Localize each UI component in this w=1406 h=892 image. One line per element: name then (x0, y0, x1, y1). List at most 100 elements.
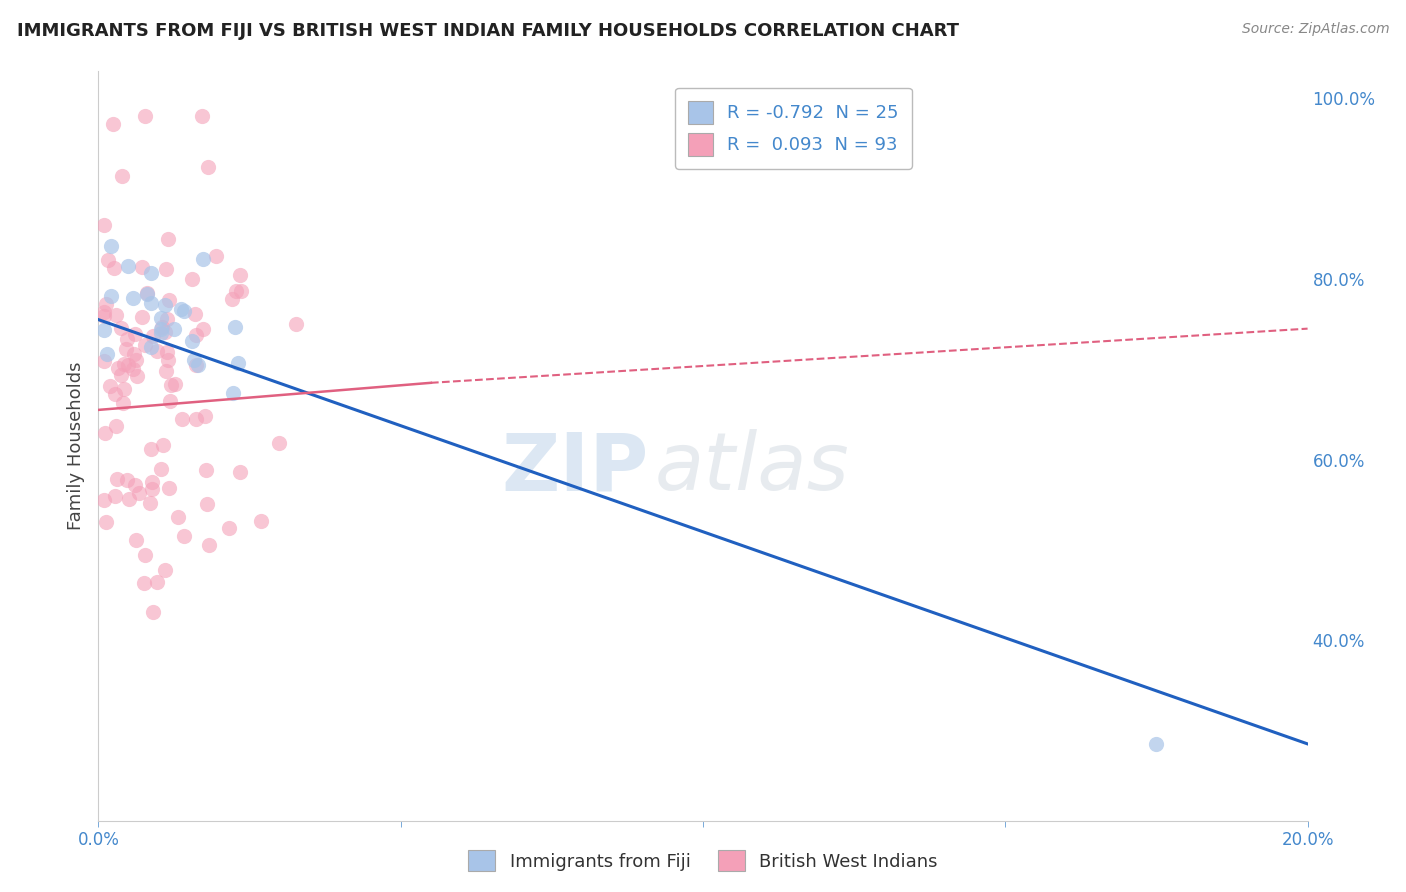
Point (156, 232, 179, 246)
Point (117, 259, 139, 273)
Text: atlas: atlas (655, 429, 849, 508)
Point (100, 288, 122, 302)
Point (166, 510, 188, 524)
Point (142, 329, 165, 343)
Point (153, 298, 176, 312)
Point (107, 360, 129, 375)
Point (197, 160, 219, 174)
Point (229, 268, 252, 282)
Point (157, 352, 180, 367)
Point (183, 353, 205, 368)
Point (150, 310, 173, 325)
Point (163, 322, 186, 336)
Point (104, 386, 127, 401)
Point (105, 308, 128, 322)
Point (124, 478, 146, 492)
Point (94, 516, 117, 530)
Point (134, 110, 156, 124)
Point (149, 462, 172, 476)
Point (221, 293, 243, 307)
Point (186, 412, 208, 426)
Point (128, 486, 150, 500)
Point (150, 322, 173, 336)
Point (150, 319, 173, 334)
Point (139, 296, 162, 310)
Point (121, 292, 143, 306)
Point (136, 286, 159, 301)
Point (197, 497, 219, 511)
Point (124, 533, 146, 548)
Point (93, 310, 115, 324)
Point (98, 379, 121, 393)
Point (156, 344, 179, 359)
Point (136, 285, 159, 300)
Point (1144, 737, 1167, 751)
Point (100, 239, 122, 253)
Point (155, 261, 177, 276)
Point (156, 311, 179, 326)
Point (142, 605, 165, 619)
Point (184, 327, 207, 342)
Point (105, 419, 128, 434)
Point (139, 496, 162, 510)
Point (157, 482, 180, 496)
Point (93, 305, 115, 319)
Point (105, 472, 128, 486)
Point (118, 491, 141, 506)
Point (139, 442, 162, 456)
Point (145, 574, 167, 589)
Point (229, 465, 252, 479)
Point (250, 514, 273, 528)
Point (141, 482, 163, 496)
Point (122, 347, 145, 361)
Point (115, 343, 138, 357)
Point (110, 321, 132, 335)
Point (194, 409, 217, 424)
Point (184, 358, 207, 372)
Text: IMMIGRANTS FROM FIJI VS BRITISH WEST INDIAN FAMILY HOUSEHOLDS CORRELATION CHART: IMMIGRANTS FROM FIJI VS BRITISH WEST IND… (17, 22, 959, 40)
Point (183, 307, 205, 321)
Point (173, 529, 195, 543)
Point (121, 362, 143, 376)
Point (170, 301, 193, 316)
Point (131, 310, 153, 324)
Legend: R = -0.792  N = 25, R =  0.093  N = 93: R = -0.792 N = 25, R = 0.093 N = 93 (675, 88, 911, 169)
Point (104, 489, 127, 503)
Point (134, 548, 156, 562)
Point (152, 438, 174, 452)
Point (132, 575, 155, 590)
Point (131, 260, 153, 274)
Point (194, 463, 217, 477)
Point (153, 563, 176, 577)
Point (173, 304, 195, 318)
Point (165, 377, 187, 392)
Point (93, 323, 115, 337)
Point (111, 169, 134, 183)
Point (218, 521, 240, 535)
Point (115, 332, 138, 346)
Point (124, 352, 146, 367)
Point (141, 266, 163, 280)
Y-axis label: Family Households: Family Households (66, 362, 84, 530)
Point (101, 117, 124, 131)
Text: ZIP: ZIP (502, 429, 648, 508)
Point (124, 326, 146, 341)
Point (159, 394, 181, 409)
Point (226, 356, 249, 370)
Point (110, 368, 132, 382)
Point (222, 385, 245, 400)
Point (181, 334, 204, 348)
Point (112, 357, 135, 371)
Legend: Immigrants from Fiji, British West Indians: Immigrants from Fiji, British West India… (461, 843, 945, 879)
Point (125, 369, 148, 384)
Point (93, 219, 115, 233)
Point (96, 346, 118, 360)
Point (153, 325, 176, 339)
Point (117, 358, 139, 372)
Point (191, 110, 214, 124)
Point (150, 326, 173, 341)
Point (284, 317, 307, 331)
Point (172, 412, 194, 426)
Point (269, 435, 291, 450)
Point (155, 363, 177, 377)
